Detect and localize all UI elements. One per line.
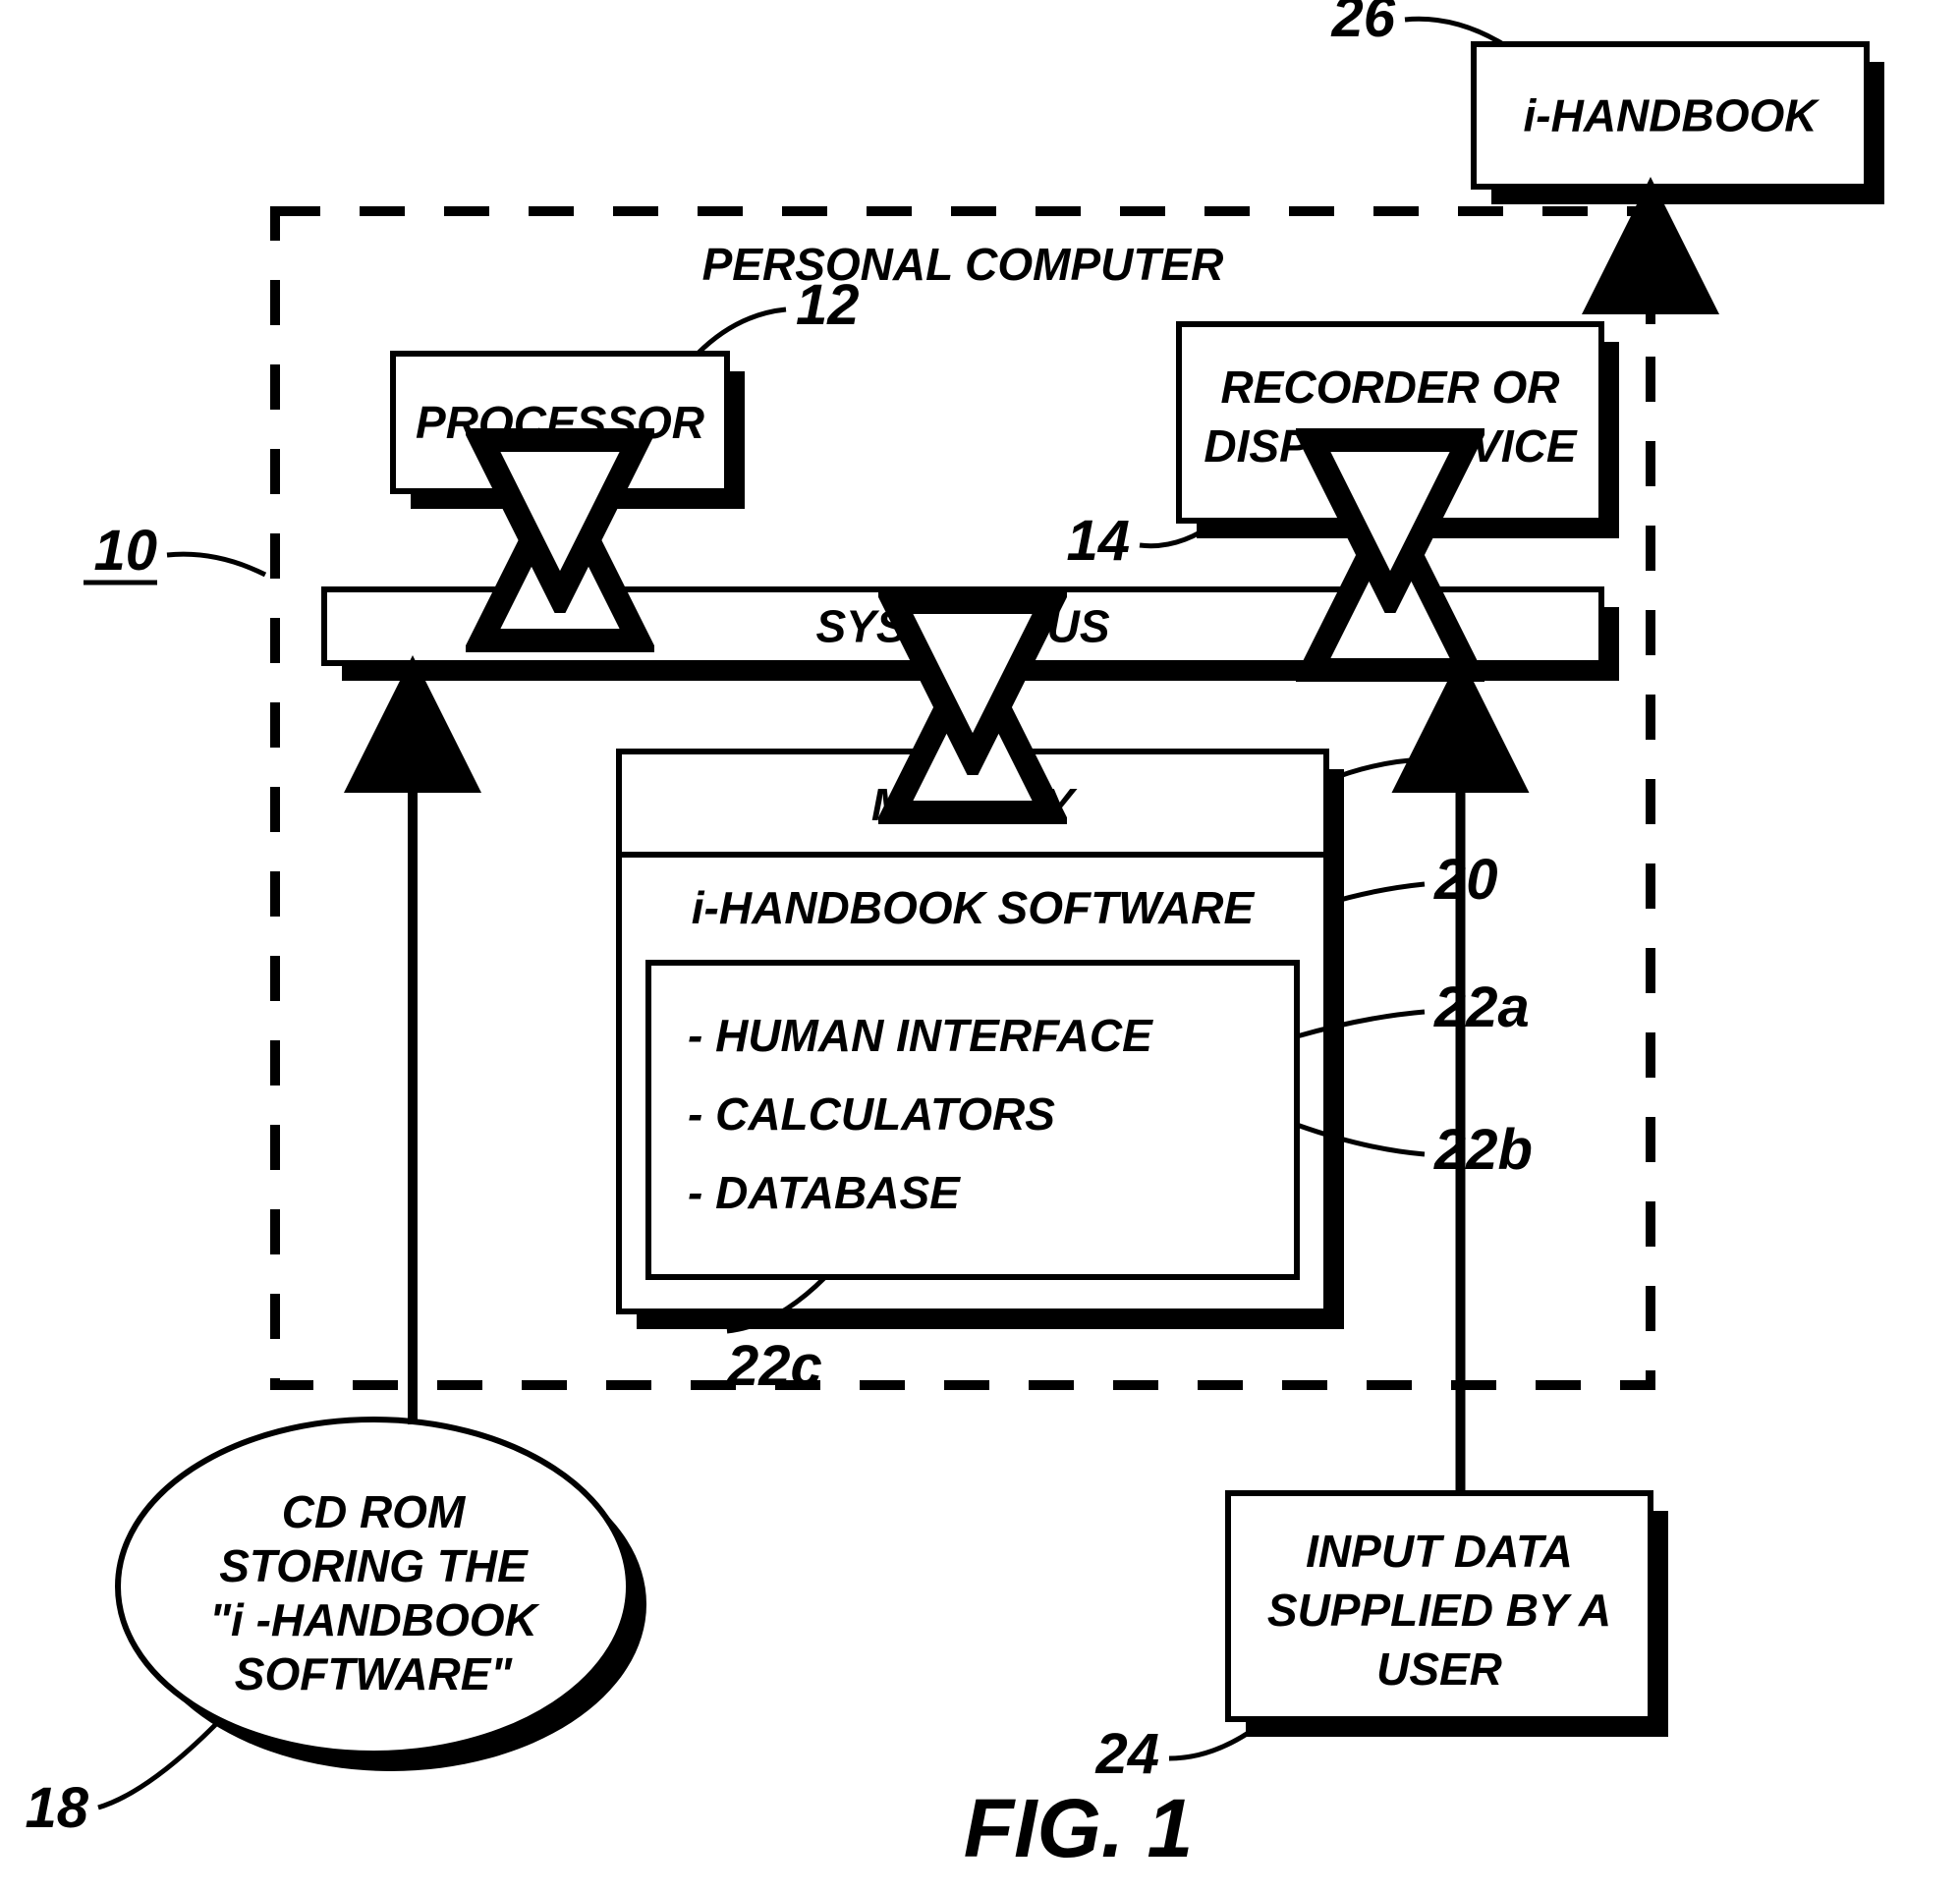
processor-label: PROCESSOR xyxy=(416,397,704,448)
ref-14: 14 xyxy=(1066,509,1130,573)
leader-26 xyxy=(1405,19,1503,44)
recorder-box: RECORDER OR DISPLAY DEVICE xyxy=(1179,324,1619,538)
container-label: PERSONAL COMPUTER xyxy=(702,239,1224,290)
cdrom-l3: "i -HANDBOOK xyxy=(209,1594,539,1645)
ref-26: 26 xyxy=(1330,0,1395,49)
input-l3: USER xyxy=(1376,1643,1502,1695)
ref-24: 24 xyxy=(1094,1722,1159,1786)
figure-caption: FIG. 1 xyxy=(964,1782,1193,1874)
recorder-label-2: DISPLAY DEVICE xyxy=(1204,420,1577,472)
ref-10: 10 xyxy=(93,519,157,583)
ref-18: 18 xyxy=(25,1776,88,1840)
leader-12 xyxy=(698,309,786,354)
leader-10 xyxy=(167,554,265,575)
ref-22c: 22c xyxy=(726,1334,822,1398)
memory-box: MEMORY i-HANDBOOK SOFTWARE - HUMAN INTER… xyxy=(619,752,1344,1329)
handbook-label: i-HANDBOOK xyxy=(1524,90,1820,141)
leader-18 xyxy=(98,1724,216,1808)
memory-label: MEMORY xyxy=(871,779,1078,830)
cdrom-ellipse: CD ROM STORING THE "i -HANDBOOK SOFTWARE… xyxy=(118,1420,646,1771)
recorder-label-1: RECORDER OR xyxy=(1220,362,1559,413)
ref-22a: 22a xyxy=(1433,975,1530,1039)
software-header-label: i-HANDBOOK SOFTWARE xyxy=(692,882,1256,933)
handbook-box: i-HANDBOOK xyxy=(1474,44,1884,204)
processor-box: PROCESSOR xyxy=(393,354,745,509)
system-bus-box: SYSTEM BUS xyxy=(324,589,1619,681)
system-bus-label: SYSTEM BUS xyxy=(815,601,1109,652)
input-l2: SUPPLIED BY A xyxy=(1267,1585,1611,1636)
figure-stage: PERSONAL COMPUTER PROCESSOR RECORDER OR … xyxy=(0,0,1960,1893)
ref-16: 16 xyxy=(1434,725,1498,789)
cdrom-l4: SOFTWARE" xyxy=(235,1648,514,1699)
sw-human-interface-label: - HUMAN INTERFACE xyxy=(688,1010,1153,1061)
cdrom-l2: STORING THE xyxy=(219,1540,529,1591)
sw-database-label: - DATABASE xyxy=(688,1167,961,1218)
ref-12: 12 xyxy=(796,273,860,337)
input-l1: INPUT DATA xyxy=(1306,1526,1573,1577)
sw-calculators-label: - CALCULATORS xyxy=(688,1088,1055,1140)
diagram-svg: PERSONAL COMPUTER PROCESSOR RECORDER OR … xyxy=(0,0,1960,1893)
cdrom-l1: CD ROM xyxy=(282,1486,467,1537)
ref-22b: 22b xyxy=(1433,1118,1533,1182)
ref-20: 20 xyxy=(1433,848,1498,912)
input-data-box: INPUT DATA SUPPLIED BY A USER xyxy=(1228,1493,1668,1737)
